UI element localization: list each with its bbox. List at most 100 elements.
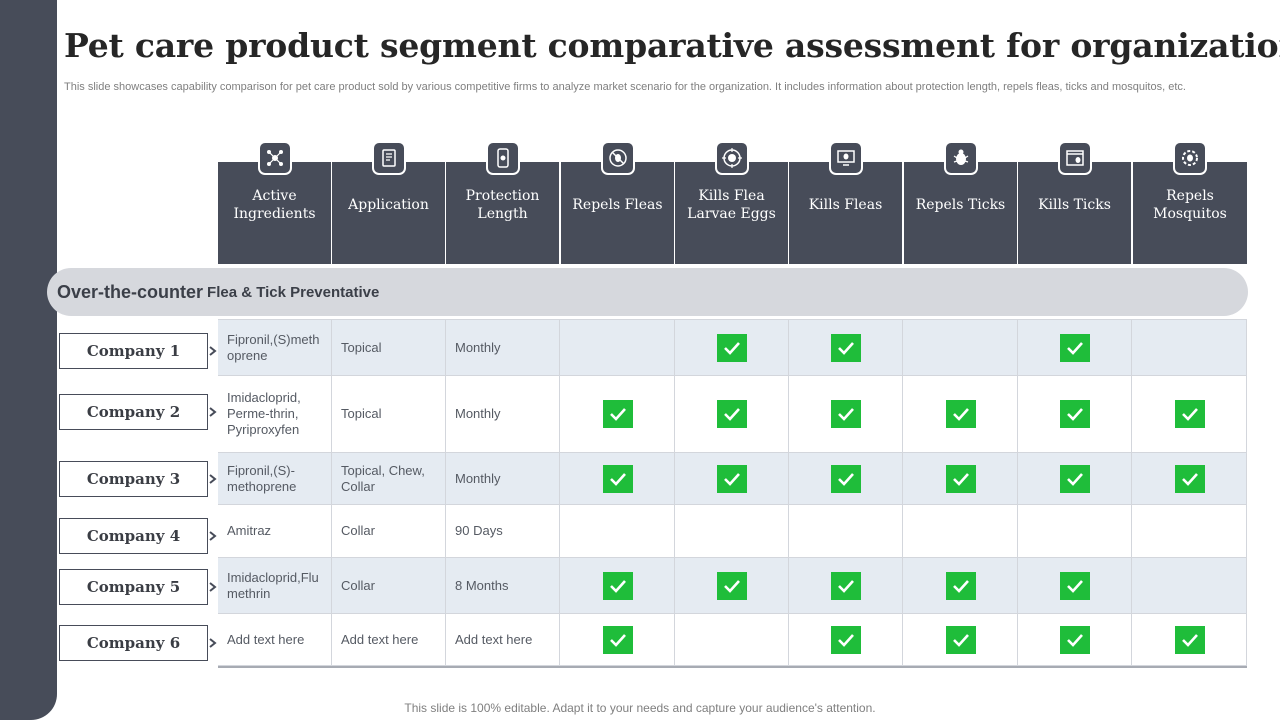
chevron-right-icon	[209, 474, 217, 484]
cell-text: Topical, Chew, Collar	[341, 462, 425, 494]
company-label: Company 2	[59, 394, 208, 430]
chevron-right-icon	[209, 531, 217, 541]
cell-repels-mosquitos	[1133, 558, 1247, 613]
checkmark-icon	[716, 333, 747, 362]
column-header-label: Kills Flea Larvae Eggs	[687, 188, 776, 222]
section-subtitle: Flea & Tick Preventative	[207, 283, 380, 301]
cell-text: 90 Days	[455, 523, 503, 538]
cell-application: Topical	[332, 320, 446, 375]
cell-repels-ticks	[904, 320, 1018, 375]
table-top-border	[218, 319, 1247, 320]
cell-kills-ticks	[1018, 505, 1132, 557]
gear-bug-icon	[1173, 141, 1207, 175]
section-band: Over-the-counter Flea & Tick Preventativ…	[47, 268, 1248, 316]
column-header: Application	[332, 162, 445, 264]
no-bug-icon	[601, 141, 635, 175]
browser-bug-icon	[1058, 141, 1092, 175]
cell-application: Add text here	[332, 614, 446, 665]
cell-repels-ticks	[904, 505, 1018, 557]
cell-repels-mosquitos	[1133, 453, 1247, 504]
column-header: Repels Ticks	[904, 162, 1017, 264]
company-label: Company 1	[59, 333, 208, 369]
checkmark-icon	[945, 571, 976, 600]
checkmark-icon	[716, 571, 747, 600]
column-header-label: Repels Ticks	[915, 197, 1006, 213]
column-header-label: Kills Ticks	[1038, 197, 1111, 213]
column-header: Active Ingredients	[218, 162, 331, 264]
cell-kills-fleas	[789, 320, 903, 375]
cell-protection: 90 Days	[446, 505, 560, 557]
cell-protection: 8 Months	[446, 558, 560, 613]
cell-text: Add text here	[455, 631, 533, 647]
cell-text: Monthly	[455, 406, 501, 421]
checkmark-icon	[1174, 625, 1205, 654]
phone-icon	[486, 141, 520, 175]
checkmark-icon	[1059, 571, 1090, 600]
cell-repels-mosquitos	[1133, 505, 1247, 557]
column-header-label: Kills Fleas	[808, 197, 883, 213]
checkmark-icon	[602, 625, 633, 654]
table-bottom-border	[218, 666, 1247, 668]
cell-protection: Add text here	[446, 614, 560, 665]
cell-kills-ticks	[1018, 320, 1132, 375]
cell-repels-mosquitos	[1133, 320, 1247, 375]
table-row: Fipronil,(S)meth oprene Topical Monthly	[218, 320, 1247, 376]
cell-text: Add text here	[341, 631, 419, 647]
cell-application: Collar	[332, 558, 446, 613]
cell-repels-fleas	[561, 320, 675, 375]
table-row: Imidacloprid, Perme-thrin, Pyriproxyfen T…	[218, 376, 1247, 453]
column-header-label: Repels Mosquitos	[1153, 188, 1227, 222]
cell-text: Monthly	[455, 339, 501, 355]
checkmark-icon	[830, 333, 861, 362]
column-header: Kills Fleas	[789, 162, 902, 264]
left-accent-bar	[0, 0, 57, 720]
cell-text: Imidacloprid,Flu methrin	[227, 569, 319, 601]
checkmark-icon	[716, 400, 747, 428]
cell-ingredients: Imidacloprid, Perme-thrin, Pyriproxyfen	[218, 376, 332, 452]
checkmark-icon	[830, 625, 861, 654]
cell-kills-ticks	[1018, 453, 1132, 504]
cell-repels-ticks	[904, 614, 1018, 665]
cell-ingredients: Fipronil,(S)-methoprene	[218, 453, 332, 504]
checkmark-icon	[1059, 333, 1090, 362]
table-row: Imidacloprid,Flu methrin Collar 8 Months	[218, 558, 1247, 614]
cell-text: Topical	[341, 406, 382, 421]
checkmark-icon	[1174, 464, 1205, 493]
page-subtitle: This slide showcases capability comparis…	[64, 81, 1186, 93]
company-label: Company 6	[59, 625, 208, 661]
cell-protection: Monthly	[446, 320, 560, 375]
cell-ingredients: Fipronil,(S)meth oprene	[218, 320, 332, 375]
company-label: Company 4	[59, 518, 208, 554]
cell-kills-flea-larvae-eggs	[675, 320, 789, 375]
chevron-right-icon	[209, 346, 217, 356]
cell-kills-fleas	[789, 558, 903, 613]
checkmark-icon	[716, 464, 747, 493]
checkmark-icon	[945, 464, 976, 493]
table-row: Amitraz Collar 90 Days	[218, 505, 1247, 558]
checkmark-icon	[1059, 625, 1090, 654]
checkmark-icon	[830, 400, 861, 428]
cell-text: 8 Months	[455, 577, 509, 593]
checkmark-icon	[830, 464, 861, 493]
cell-kills-flea-larvae-eggs	[675, 505, 789, 557]
checkmark-icon	[602, 571, 633, 600]
company-label: Company 5	[59, 569, 208, 605]
cell-kills-ticks	[1018, 614, 1132, 665]
column-header-label: Repels Fleas	[572, 197, 663, 213]
cell-protection: Monthly	[446, 453, 560, 504]
table-row: Add text here Add text here Add text here	[218, 614, 1247, 666]
footer-note: This slide is 100% editable. Adapt it to…	[404, 701, 876, 715]
cell-protection: Monthly	[446, 376, 560, 452]
cell-ingredients: Imidacloprid,Flu methrin	[218, 558, 332, 613]
checkmark-icon	[830, 571, 861, 600]
cell-kills-flea-larvae-eggs	[675, 376, 789, 452]
cell-ingredients: Amitraz	[218, 505, 332, 557]
cell-kills-flea-larvae-eggs	[675, 614, 789, 665]
cell-repels-fleas	[561, 505, 675, 557]
cell-kills-flea-larvae-eggs	[675, 453, 789, 504]
cell-text: Fipronil,(S)-methoprene	[227, 462, 297, 494]
checkmark-icon	[945, 625, 976, 654]
checkmark-icon	[1059, 400, 1090, 428]
cell-text: Collar	[341, 523, 375, 538]
column-header: Kills Flea Larvae Eggs	[675, 162, 788, 264]
